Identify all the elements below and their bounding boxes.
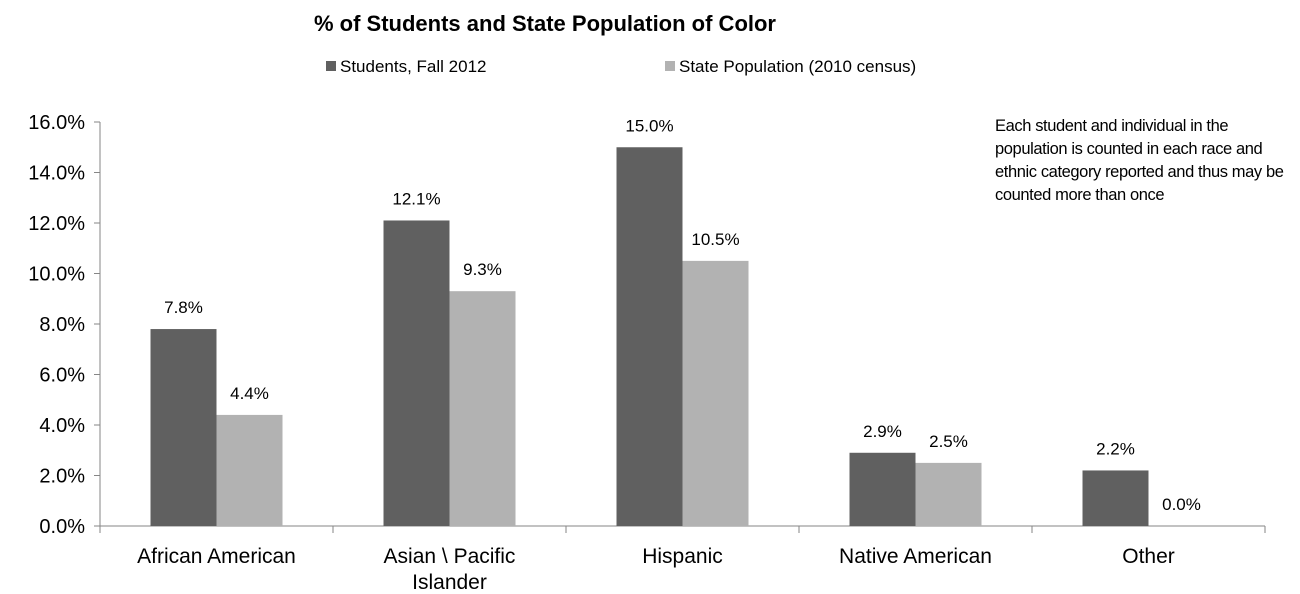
y-tick-label: 0.0% <box>39 516 85 538</box>
y-tick-label: 6.0% <box>39 365 85 387</box>
y-tick-label: 14.0% <box>28 163 85 185</box>
data-label: 2.2% <box>1096 439 1135 458</box>
data-label: 10.5% <box>691 230 739 249</box>
y-axis: 0.0% 2.0% 4.0% 6.0% 8.0% 10.0% 12.0% 14.0% 16.0% <box>28 112 101 538</box>
y-tick-label: 2.0% <box>39 466 85 488</box>
chart-annotation: Each student and individual in the popul… <box>995 117 1284 204</box>
data-label: 15.0% <box>625 116 673 135</box>
legend-swatch <box>665 61 675 71</box>
x-axis: African American Asian \ Pacific Islander H… <box>99 525 1266 594</box>
y-tick-label: 8.0% <box>39 314 85 336</box>
x-tick-label: African American <box>137 545 296 568</box>
data-label: 4.4% <box>230 384 269 403</box>
data-label: 7.8% <box>164 298 203 317</box>
bars <box>150 147 1149 526</box>
bar-series-1 <box>1082 470 1149 526</box>
x-tick-label: Hispanic <box>642 545 723 568</box>
chart-title: % of Students and State Population of Co… <box>314 11 776 36</box>
bar-series-1 <box>383 220 450 526</box>
x-tick-label: Asian \ Pacific Islander <box>384 545 516 594</box>
data-label: 2.9% <box>863 422 902 441</box>
x-tick-label: Other <box>1122 545 1175 568</box>
bar-series-2 <box>915 462 982 526</box>
bar-series-2 <box>449 291 516 526</box>
legend-label: State Population (2010 census) <box>679 57 916 76</box>
value-labels: 7.8% 12.1% 15.0% 2.9% 2.2% 4.4% 9.3% 10.5% 2.5% 0… <box>164 116 1201 514</box>
legend-label: Students, Fall 2012 <box>340 57 486 76</box>
x-tick-label: Native American <box>839 545 992 568</box>
data-label: 12.1% <box>392 189 440 208</box>
bar-series-1 <box>849 452 916 526</box>
y-tick-label: 4.0% <box>39 415 85 437</box>
data-label: 2.5% <box>929 432 968 451</box>
bar-series-2 <box>216 414 283 526</box>
bar-series-2 <box>682 260 749 526</box>
bar-series-1 <box>150 329 217 526</box>
y-tick-label: 10.0% <box>28 264 85 286</box>
legend-swatch <box>326 61 336 71</box>
y-tick-label: 12.0% <box>28 213 85 235</box>
data-label: 9.3% <box>463 260 502 279</box>
y-tick-label: 16.0% <box>28 112 85 134</box>
bar-series-1 <box>616 147 683 526</box>
data-label: 0.0% <box>1162 495 1201 514</box>
legend: Students, Fall 2012 State Population (201… <box>326 57 916 76</box>
